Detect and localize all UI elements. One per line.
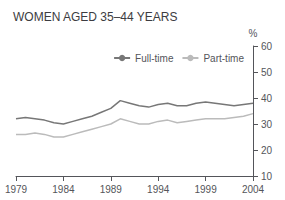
svg-text:1994: 1994 — [147, 184, 170, 195]
svg-text:50: 50 — [261, 67, 273, 78]
svg-text:Full-time: Full-time — [135, 53, 174, 64]
svg-text:1984: 1984 — [52, 184, 75, 195]
svg-text:2004: 2004 — [242, 184, 265, 195]
svg-text:20: 20 — [261, 145, 273, 156]
svg-text:40: 40 — [261, 93, 273, 104]
svg-text:30: 30 — [261, 119, 273, 130]
svg-text:Part-time: Part-time — [203, 53, 244, 64]
svg-text:1999: 1999 — [194, 184, 217, 195]
svg-text:1989: 1989 — [100, 184, 123, 195]
svg-text:%: % — [249, 28, 258, 39]
svg-text:WOMEN AGED 35–44 YEARS: WOMEN AGED 35–44 YEARS — [13, 10, 178, 24]
svg-text:60: 60 — [261, 41, 273, 52]
svg-text:1979: 1979 — [5, 184, 28, 195]
svg-text:10: 10 — [261, 171, 273, 182]
